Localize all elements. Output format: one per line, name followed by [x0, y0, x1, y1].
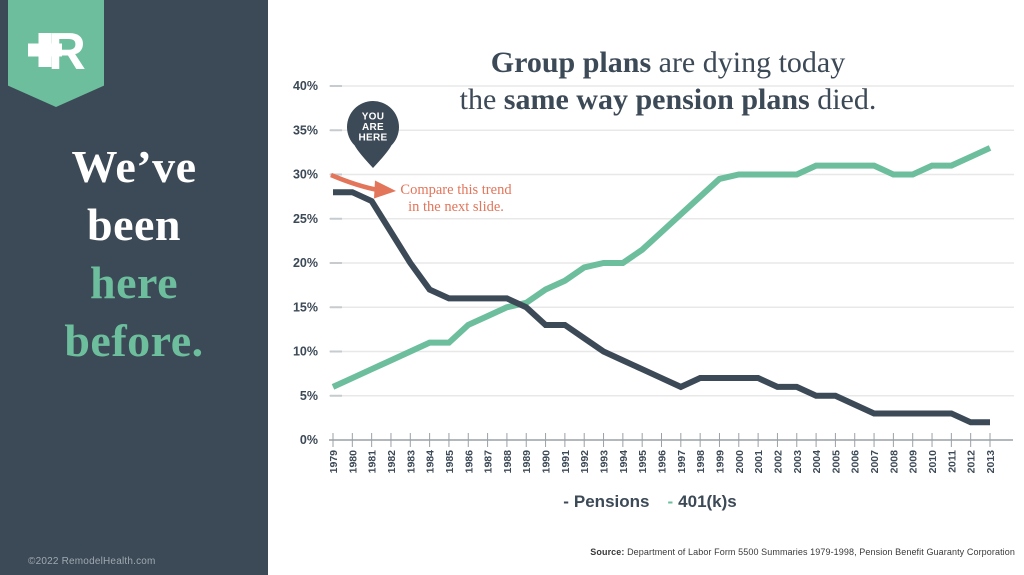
sidebar: R We’ve been here before. ©2022 RemodelH… — [0, 0, 268, 575]
svg-text:HERE: HERE — [359, 133, 388, 144]
401ks-swatch-icon: - — [667, 492, 674, 511]
svg-text:1985: 1985 — [444, 450, 456, 474]
svg-text:1979: 1979 — [328, 450, 340, 474]
headline-line: been — [87, 199, 181, 250]
x-axis — [329, 433, 1013, 447]
svg-text:1982: 1982 — [386, 450, 398, 474]
svg-text:Compare this trend: Compare this trend — [400, 182, 512, 198]
svg-text:2004: 2004 — [811, 450, 823, 474]
svg-text:1996: 1996 — [657, 450, 669, 474]
slide-headline: We’ve been here before. — [0, 138, 268, 370]
svg-text:1999: 1999 — [714, 450, 726, 474]
svg-text:1980: 1980 — [347, 450, 359, 474]
copyright-note: ©2022 RemodelHealth.com — [28, 556, 156, 567]
svg-text:1991: 1991 — [560, 450, 572, 474]
svg-text:1984: 1984 — [425, 450, 437, 474]
svg-text:1993: 1993 — [599, 450, 611, 474]
svg-text:2006: 2006 — [850, 450, 862, 474]
chart-legend: - Pensions -401(k)s — [280, 492, 1020, 512]
chart-title: Group plans are dying today the same way… — [300, 44, 1024, 118]
brand-badge: R — [8, 0, 104, 107]
svg-text:15%: 15% — [293, 300, 318, 314]
401(k)s-line — [331, 145, 992, 390]
headline-line: here — [89, 257, 178, 308]
svg-text:1997: 1997 — [676, 450, 688, 474]
svg-text:1987: 1987 — [483, 450, 495, 474]
gridlines — [329, 85, 1014, 397]
svg-text:1989: 1989 — [521, 450, 533, 474]
legend-item-401ks: -401(k)s — [667, 492, 737, 511]
svg-text:in the next slide.: in the next slide. — [408, 199, 504, 215]
svg-text:1995: 1995 — [637, 450, 649, 474]
svg-text:2009: 2009 — [908, 450, 920, 474]
title-line1: Group plans are dying today — [490, 46, 846, 79]
svg-text:ARE: ARE — [362, 122, 384, 133]
svg-text:0%: 0% — [300, 433, 318, 447]
legend-item-pensions: - Pensions — [563, 492, 650, 511]
svg-text:2012: 2012 — [966, 450, 978, 474]
svg-text:2008: 2008 — [888, 450, 900, 474]
svg-text:1992: 1992 — [579, 450, 591, 474]
x-axis-labels: 1979 1980 1981 1982 1983 1984 1985 1986 1987 1988… — [328, 450, 997, 474]
Pensions-line — [333, 189, 990, 426]
svg-text:2010: 2010 — [927, 450, 939, 474]
headline-line: before. — [64, 315, 204, 366]
pensions-swatch-icon: - — [563, 492, 569, 511]
svg-text:1983: 1983 — [405, 450, 417, 474]
svg-text:1994: 1994 — [618, 450, 630, 474]
svg-text:20%: 20% — [293, 256, 318, 270]
svg-text:35%: 35% — [293, 123, 318, 137]
svg-text:1986: 1986 — [463, 450, 475, 474]
svg-text:1998: 1998 — [695, 450, 707, 474]
y-axis-labels: 0%5%10%15%20%25%30%35%40% — [293, 79, 318, 447]
svg-text:2002: 2002 — [772, 450, 784, 474]
svg-text:25%: 25% — [293, 212, 318, 226]
svg-text:30%: 30% — [293, 168, 318, 182]
svg-text:2000: 2000 — [734, 450, 746, 474]
svg-text:1990: 1990 — [541, 450, 553, 474]
title-line2: the same way pension plans died. — [459, 83, 877, 116]
svg-text:R: R — [48, 23, 86, 81]
svg-text:10%: 10% — [293, 345, 318, 359]
annotation-arrow — [330, 172, 396, 199]
svg-text:2003: 2003 — [792, 450, 804, 474]
svg-text:1988: 1988 — [502, 450, 514, 474]
svg-text:2005: 2005 — [830, 450, 842, 474]
svg-text:1981: 1981 — [367, 450, 379, 474]
svg-text:2013: 2013 — [985, 450, 997, 474]
source-note: Source: Department of Labor Form 5500 Su… — [590, 547, 1015, 557]
plus-r-logo-icon: R — [28, 23, 86, 81]
svg-text:2011: 2011 — [946, 450, 958, 473]
headline-line: We’ve — [71, 141, 197, 192]
svg-text:2007: 2007 — [869, 450, 881, 474]
svg-text:2001: 2001 — [753, 450, 765, 474]
svg-text:5%: 5% — [300, 389, 318, 403]
